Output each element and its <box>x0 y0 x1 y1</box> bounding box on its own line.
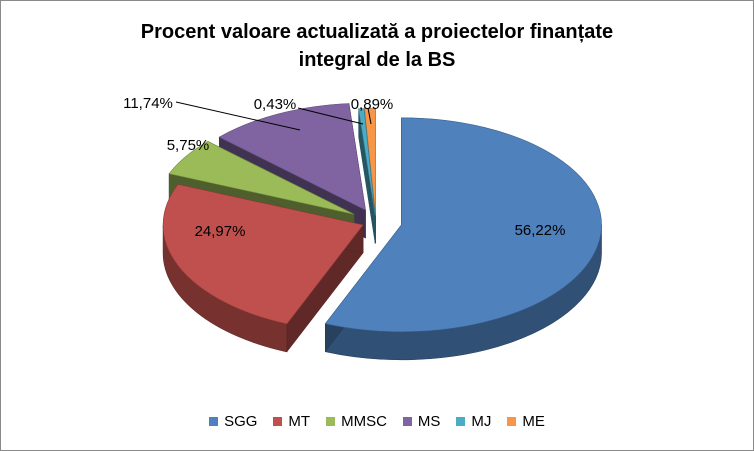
legend-swatch <box>273 416 283 426</box>
chart-title-line-1: Procent valoare actualizată a proiectelo… <box>140 21 614 43</box>
legend-label: MMSC <box>341 412 387 430</box>
legend-item-sgg: SGG <box>209 413 257 430</box>
legend-swatch <box>507 416 517 426</box>
legend-swatch <box>209 416 219 426</box>
pie-slice-mj <box>358 108 376 244</box>
legend-label: MS <box>417 412 441 430</box>
data-label-sgg: 56,22% <box>515 222 566 239</box>
data-label-mmsc: 5,75% <box>167 137 210 154</box>
legend-swatch <box>456 416 466 426</box>
legend-item-mt: MT <box>273 413 310 430</box>
leader-line-me <box>367 107 372 125</box>
chart-title: Procent valoare actualizată a proiectelo… <box>0 18 754 74</box>
legend-item-ms: MS <box>402 412 441 430</box>
legend-label: SGG <box>224 412 258 430</box>
legend-label: MT <box>288 412 311 430</box>
leader-line-mj <box>297 107 364 125</box>
leader-line-ms <box>175 101 301 131</box>
data-label-me: 0,89% <box>351 96 394 113</box>
data-label-mj: 0,43% <box>254 96 297 113</box>
legend-label: ME <box>522 412 545 430</box>
legend-item-mj: MJ <box>456 413 491 430</box>
legend-swatch <box>402 416 412 426</box>
chart-title-line-2: integral de la BS <box>298 49 456 71</box>
pie-slice-sgg <box>324 117 602 361</box>
data-label-mt: 24,97% <box>195 223 246 240</box>
legend-item-mmsc: MMSC <box>326 413 387 430</box>
legend-swatch <box>326 416 336 426</box>
legend-label: MJ <box>471 412 492 430</box>
chart-legend: SGG MT MMSC MS MJ ME <box>0 410 754 432</box>
data-label-ms: 11,74% <box>123 95 173 112</box>
legend-item-me: ME <box>507 413 545 430</box>
pie-slice-mt <box>162 184 364 353</box>
